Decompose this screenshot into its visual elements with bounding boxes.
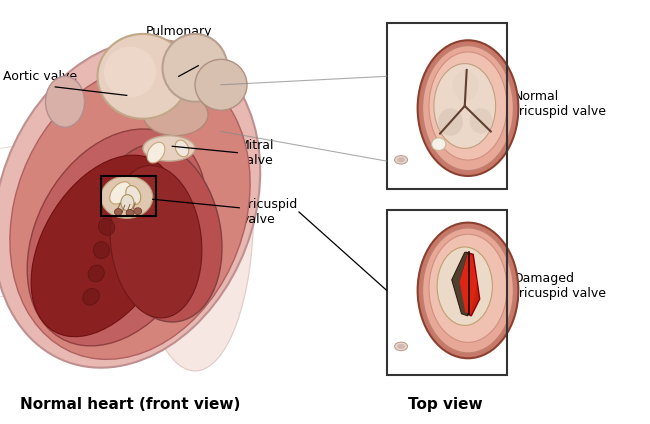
- Ellipse shape: [114, 209, 122, 215]
- Ellipse shape: [10, 65, 250, 359]
- Ellipse shape: [195, 59, 247, 110]
- Text: Tricuspid
valve: Tricuspid valve: [242, 198, 297, 226]
- Ellipse shape: [103, 145, 222, 322]
- Ellipse shape: [437, 247, 493, 326]
- Circle shape: [397, 157, 405, 162]
- Text: Normal heart (front view): Normal heart (front view): [20, 397, 240, 412]
- Ellipse shape: [147, 142, 165, 163]
- Circle shape: [395, 156, 408, 164]
- Ellipse shape: [429, 234, 507, 343]
- Text: Top view: Top view: [408, 397, 482, 412]
- Ellipse shape: [432, 138, 446, 151]
- Text: Normal
tricuspid valve: Normal tricuspid valve: [514, 90, 606, 118]
- Ellipse shape: [31, 155, 177, 337]
- Ellipse shape: [98, 34, 188, 119]
- Polygon shape: [456, 252, 480, 316]
- Bar: [387, 210, 507, 375]
- Ellipse shape: [110, 165, 202, 318]
- Ellipse shape: [0, 39, 260, 368]
- Ellipse shape: [469, 108, 493, 134]
- Ellipse shape: [125, 186, 141, 204]
- Ellipse shape: [27, 129, 207, 346]
- Text: Pulmonary
valve: Pulmonary valve: [146, 25, 212, 53]
- Ellipse shape: [417, 223, 519, 358]
- Ellipse shape: [126, 209, 134, 216]
- Bar: [387, 23, 507, 189]
- Ellipse shape: [422, 46, 514, 170]
- Ellipse shape: [429, 52, 507, 160]
- Ellipse shape: [104, 47, 156, 98]
- Ellipse shape: [103, 195, 120, 212]
- Ellipse shape: [176, 140, 188, 157]
- Bar: [387, 23, 507, 189]
- Ellipse shape: [162, 34, 228, 102]
- Ellipse shape: [88, 265, 105, 282]
- Ellipse shape: [94, 242, 110, 259]
- Circle shape: [395, 342, 408, 351]
- Text: Mitral
valve: Mitral valve: [239, 139, 275, 167]
- Polygon shape: [460, 254, 477, 314]
- Ellipse shape: [434, 64, 495, 148]
- Ellipse shape: [143, 136, 195, 161]
- Ellipse shape: [452, 70, 478, 101]
- Ellipse shape: [110, 182, 131, 204]
- Ellipse shape: [121, 195, 134, 211]
- Ellipse shape: [98, 218, 115, 235]
- Bar: [387, 210, 507, 375]
- Ellipse shape: [134, 208, 142, 215]
- Text: Damaged
tricuspid valve: Damaged tricuspid valve: [514, 272, 606, 300]
- Circle shape: [397, 344, 405, 349]
- Ellipse shape: [136, 53, 254, 371]
- Bar: [101, 176, 156, 216]
- Ellipse shape: [422, 228, 514, 353]
- Ellipse shape: [46, 76, 84, 127]
- Ellipse shape: [438, 109, 463, 136]
- Text: Aortic valve: Aortic valve: [3, 70, 77, 83]
- Ellipse shape: [83, 288, 99, 305]
- Ellipse shape: [101, 176, 153, 218]
- Ellipse shape: [417, 40, 519, 176]
- Ellipse shape: [143, 93, 208, 136]
- Polygon shape: [452, 252, 468, 316]
